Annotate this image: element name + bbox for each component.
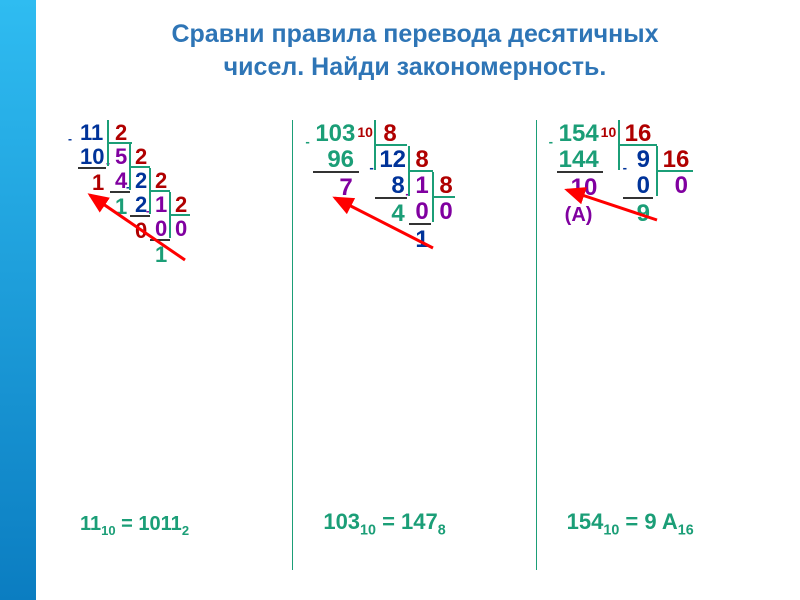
calc-token: 154: [559, 120, 599, 148]
side-accent-bar: [0, 0, 36, 600]
work-octal: 10310-967812-8481-0180: [293, 120, 536, 400]
calc-token: 10: [601, 124, 617, 140]
page-title: Сравни правила перевода десятичных чисел…: [60, 18, 770, 83]
calc-token: 103: [315, 120, 355, 148]
calc-token: 2: [115, 120, 127, 146]
calc-token: 1: [155, 192, 167, 218]
calc-token: -: [623, 160, 627, 175]
calc-token: 8: [415, 146, 428, 174]
calc-token: 1: [415, 226, 428, 254]
panels-row: 11-10125-4122-2021-0120 1110 = 10112 103…: [50, 120, 780, 570]
calc-token: 2: [135, 168, 147, 194]
calc-token: 2: [175, 192, 187, 218]
calc-token: 144: [559, 146, 599, 174]
calc-token: -: [106, 156, 110, 170]
calc-token: 8: [383, 120, 396, 148]
calc-token: 0: [135, 218, 147, 244]
calc-token: 0: [675, 172, 688, 200]
result-octal: 10310 = 1478: [323, 509, 445, 538]
calc-token: 2: [155, 168, 167, 194]
calc-token: (A): [565, 204, 593, 227]
calc-token: -: [126, 180, 130, 194]
calc-token: 11: [80, 120, 103, 146]
calc-token: 4: [391, 200, 404, 228]
result-hex: 15410 = 9 A16: [567, 509, 694, 538]
calc-token: 0: [637, 172, 650, 200]
calc-token: 1: [115, 194, 127, 220]
calc-token: -: [68, 132, 72, 146]
calc-token: 0: [415, 198, 428, 226]
title-line-1: Сравни правила перевода десятичных: [60, 18, 770, 51]
title-line-2: чисел. Найди закономерность.: [60, 51, 770, 84]
result-binary: 1110 = 10112: [80, 513, 189, 538]
work-binary: 11-10125-4122-2021-0120: [50, 120, 293, 400]
calc-token: 16: [663, 146, 690, 174]
calc-token: -: [305, 134, 309, 149]
calc-token: -: [549, 134, 553, 149]
calc-token: 9: [637, 146, 650, 174]
panel-octal: 10310-967812-8481-0180 10310 = 1478: [293, 120, 536, 570]
calc-token: 10: [357, 124, 373, 140]
work-hex: 15410-14410(A)169-09160: [537, 120, 780, 400]
calc-token: 96: [327, 146, 354, 174]
panel-hex: 15410-14410(A)169-09160 15410 = 9 A16: [537, 120, 780, 570]
calc-token: 2: [135, 144, 147, 170]
calc-token: 8: [439, 172, 452, 200]
calc-token: -: [146, 204, 150, 218]
calc-token: 12: [379, 146, 406, 174]
calc-token: 0: [175, 216, 187, 242]
calc-token: 1: [415, 172, 428, 200]
calc-token: 10: [80, 144, 104, 170]
calc-token: 9: [637, 200, 650, 228]
calc-token: 8: [391, 172, 404, 200]
calc-token: 0: [439, 198, 452, 226]
calc-token: 1: [92, 170, 104, 196]
calc-token: 10: [571, 174, 598, 202]
calc-token: -: [369, 160, 373, 175]
calc-token: 5: [115, 144, 127, 170]
calc-token: -: [405, 186, 409, 201]
calc-token: 0: [155, 216, 167, 242]
panel-binary: 11-10125-4122-2021-0120 1110 = 10112: [50, 120, 293, 570]
calc-token: 7: [339, 174, 352, 202]
calc-token: 16: [625, 120, 652, 148]
calc-token: 1: [155, 242, 167, 268]
